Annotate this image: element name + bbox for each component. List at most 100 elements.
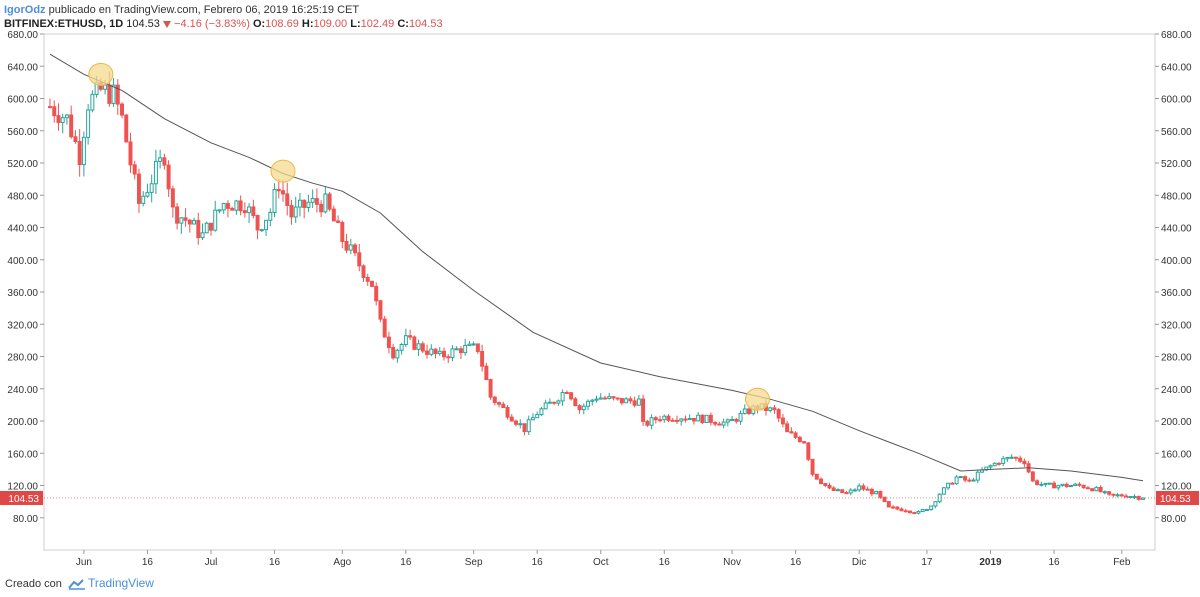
candle-body xyxy=(48,106,52,109)
y-tick-label-left: 280.00 xyxy=(7,353,38,364)
candle-body xyxy=(442,350,446,358)
candle-body xyxy=(344,240,349,251)
candle-body xyxy=(293,206,298,218)
candle-body xyxy=(526,419,531,433)
candle-body xyxy=(52,106,57,117)
candle-body xyxy=(886,501,891,508)
low-label: L: xyxy=(350,18,361,30)
candle-body xyxy=(505,407,510,418)
y-tick-label-right: 120.00 xyxy=(1161,482,1192,493)
candle-body xyxy=(1085,487,1090,490)
y-tick-label-right: 320.00 xyxy=(1161,320,1192,331)
candle-body xyxy=(814,473,819,480)
candle-body xyxy=(666,415,671,421)
candle-body xyxy=(1043,482,1048,485)
candle-body xyxy=(1060,483,1065,487)
candle-body xyxy=(264,219,269,231)
high-value: 109.00 xyxy=(313,18,348,30)
candle-body xyxy=(793,432,798,438)
candle-body xyxy=(725,419,730,423)
candle-body xyxy=(971,479,976,482)
candle-body xyxy=(1115,494,1120,497)
candle-body xyxy=(268,211,273,221)
candle-body xyxy=(929,505,934,510)
author-link[interactable]: IgorOdz xyxy=(4,4,46,16)
price-change: −4.16 (−3.83%) xyxy=(174,18,250,30)
close-value: 104.53 xyxy=(408,18,443,30)
candle-body xyxy=(573,398,578,407)
candle-body xyxy=(823,483,828,486)
close-label: C: xyxy=(397,18,409,30)
candle-body xyxy=(183,217,188,221)
y-tick-label-right: 240.00 xyxy=(1161,385,1192,396)
candle-body xyxy=(852,489,857,492)
candle-body xyxy=(687,417,692,420)
candle-body xyxy=(691,417,696,422)
candle-body xyxy=(1056,485,1061,489)
candle-body xyxy=(518,423,523,426)
candle-body xyxy=(221,203,226,211)
candle-body xyxy=(1018,457,1023,462)
y-tick-label-left: 520.00 xyxy=(7,159,38,170)
candle-body xyxy=(658,419,663,422)
y-tick-label-right: 400.00 xyxy=(1161,256,1192,267)
last-price-label-right: 104.53 xyxy=(1160,494,1191,505)
candle-body xyxy=(598,397,603,400)
candle-body xyxy=(458,348,463,354)
candle-body xyxy=(895,506,900,510)
candle-body xyxy=(594,398,599,401)
candle-body xyxy=(916,511,921,514)
candle-body xyxy=(242,210,247,214)
x-tick-label: Ago xyxy=(333,557,351,568)
candle-body xyxy=(369,280,374,287)
candle-body xyxy=(327,193,332,210)
candle-body xyxy=(213,209,218,231)
candle-body xyxy=(132,164,137,175)
candle-body xyxy=(1030,471,1035,482)
candle-body xyxy=(819,478,824,485)
candle-body xyxy=(899,508,904,512)
candle-body xyxy=(547,401,552,404)
candle-body xyxy=(259,229,264,232)
candle-body xyxy=(77,141,82,166)
candle-body xyxy=(416,343,421,350)
candle-body xyxy=(768,407,773,412)
symbol-line: BITFINEX:ETHUSD, 1D 104.53 −4.16 (−3.83%… xyxy=(4,17,443,31)
candle-body xyxy=(1102,491,1107,494)
candle-body xyxy=(1136,496,1141,500)
candle-body xyxy=(708,414,713,423)
candle-body xyxy=(874,490,879,495)
candle-body xyxy=(386,336,391,349)
candle-body xyxy=(535,414,540,419)
y-tick-label-left: 600.00 xyxy=(7,95,38,106)
candle-body xyxy=(543,402,548,410)
candle-body xyxy=(857,485,862,491)
candles-group xyxy=(48,71,1145,515)
down-triangle-icon xyxy=(162,20,171,28)
y-tick-label-right: 80.00 xyxy=(1161,514,1186,525)
candle-body xyxy=(323,193,328,213)
candle-body xyxy=(954,476,959,485)
candle-body xyxy=(912,512,917,515)
highlight-circle xyxy=(744,387,770,411)
candle-body xyxy=(454,348,459,351)
candle-body xyxy=(429,348,434,355)
candle-body xyxy=(514,420,518,425)
candle-body xyxy=(501,403,506,409)
y-tick-label-right: 440.00 xyxy=(1161,224,1192,235)
candle-body xyxy=(475,343,480,352)
candle-body xyxy=(306,201,311,208)
candle-body xyxy=(1005,456,1010,460)
x-tick-label: Dic xyxy=(852,557,866,568)
candle-body xyxy=(619,398,624,404)
candle-body xyxy=(560,391,565,402)
x-tick-label: Nov xyxy=(723,557,741,568)
candle-body xyxy=(1039,483,1044,486)
candle-body xyxy=(136,173,141,204)
candle-body xyxy=(840,489,845,494)
candle-body xyxy=(217,209,222,212)
x-tick-label: 17 xyxy=(921,557,933,568)
tradingview-brand[interactable]: TradingView xyxy=(87,576,154,590)
candle-body xyxy=(175,206,180,224)
